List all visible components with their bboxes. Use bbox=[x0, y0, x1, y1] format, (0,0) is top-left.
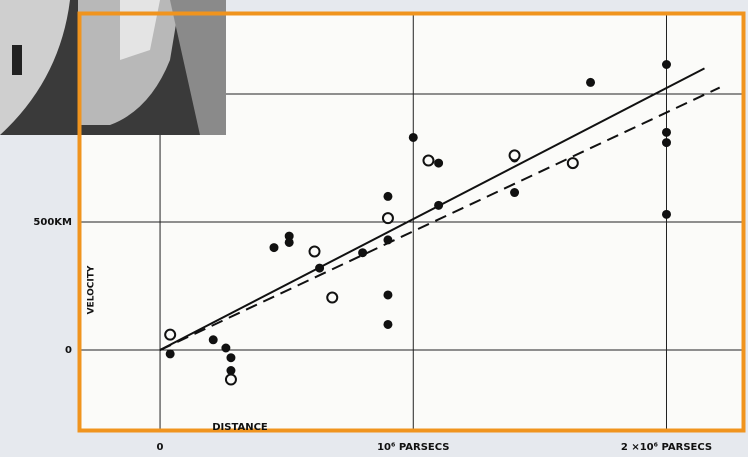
y-tick-label: 500KM bbox=[33, 217, 72, 228]
open-point bbox=[568, 158, 578, 168]
filled-point bbox=[227, 354, 235, 362]
filled-point bbox=[435, 159, 443, 167]
filled-point bbox=[209, 336, 217, 344]
filled-point bbox=[285, 238, 293, 246]
photo-figure bbox=[12, 45, 22, 75]
filled-point bbox=[316, 264, 324, 272]
filled-point bbox=[384, 192, 392, 200]
filled-point bbox=[662, 61, 670, 69]
x-tick-label: 0 bbox=[157, 442, 164, 453]
screen: VELOCITY DISTANCE 0 500KM 0 10⁶ PARSECS 2 ×1… bbox=[0, 0, 748, 457]
open-point bbox=[327, 293, 337, 303]
filled-point bbox=[359, 249, 367, 257]
open-point bbox=[165, 330, 175, 340]
filled-point bbox=[166, 350, 174, 358]
filled-point bbox=[435, 201, 443, 209]
open-point bbox=[310, 246, 320, 256]
filled-point bbox=[384, 236, 392, 244]
open-point bbox=[510, 150, 520, 160]
x-axis-label: DISTANCE bbox=[212, 422, 268, 433]
y-tick-label: 0 bbox=[65, 345, 72, 356]
y-axis-label: VELOCITY bbox=[87, 265, 97, 314]
filled-point bbox=[227, 367, 235, 375]
filled-point bbox=[409, 133, 417, 141]
filled-point bbox=[662, 210, 670, 218]
photo bbox=[0, 0, 226, 135]
filled-point bbox=[270, 244, 278, 252]
page: {"chart_data": {"type": "scatter", "y_la… bbox=[0, 0, 748, 457]
filled-point bbox=[384, 320, 392, 328]
open-point bbox=[423, 156, 433, 166]
open-point bbox=[226, 375, 236, 385]
filled-point bbox=[662, 128, 670, 136]
filled-point bbox=[384, 291, 392, 299]
x-tick-label: 10⁶ PARSECS bbox=[377, 442, 449, 453]
filled-point bbox=[222, 344, 230, 352]
filled-point bbox=[587, 78, 595, 86]
open-point bbox=[383, 213, 393, 223]
filled-point bbox=[511, 189, 519, 197]
filled-point bbox=[662, 139, 670, 147]
x-tick-label: 2 ×10⁶ PARSECS bbox=[621, 442, 712, 453]
